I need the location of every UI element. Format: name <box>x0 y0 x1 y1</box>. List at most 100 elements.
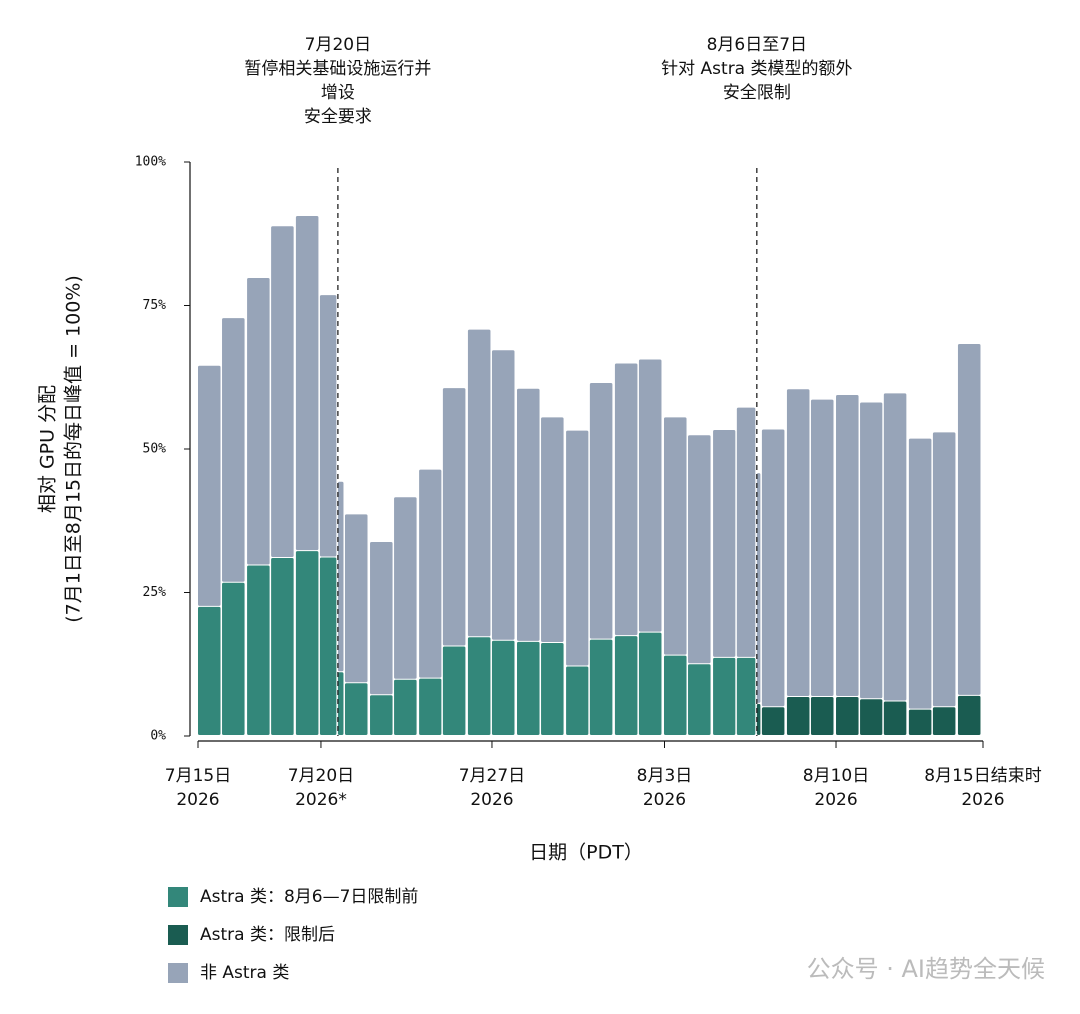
x-tick-label: 8月15日结束时 <box>924 766 1041 786</box>
bar-segment <box>442 646 466 735</box>
bar-segment <box>883 701 907 735</box>
annotation-text: 针对 Astra 类模型的额外 <box>661 59 852 79</box>
x-tick-label: 2026 <box>643 790 686 810</box>
bar-segment <box>786 696 810 735</box>
bar-segment <box>344 514 368 683</box>
x-tick-label: 8月3日 <box>637 766 693 786</box>
annotation-text: 7月20日 <box>305 35 371 55</box>
x-tick-label: 2026 <box>176 790 219 810</box>
bar-segment <box>638 632 662 735</box>
bar-segment <box>761 429 785 707</box>
bar-segment <box>932 432 956 707</box>
legend-swatch <box>168 925 188 945</box>
bar-segment <box>319 295 337 557</box>
y-axis-label: 相对 GPU 分配 <box>37 385 59 513</box>
y-tick-label: 75% <box>143 298 167 313</box>
bar-segment <box>370 695 393 735</box>
bar-segment <box>566 666 589 735</box>
bar-segment <box>883 393 907 701</box>
bar-segment <box>198 606 221 735</box>
bar-segment <box>836 696 859 735</box>
annotation-text: 安全限制 <box>723 83 791 103</box>
bar-segment <box>517 388 540 641</box>
bar-segment <box>442 388 466 646</box>
bar-segment <box>491 640 515 735</box>
bar-segment <box>337 672 344 735</box>
annotation-text: 8月6日至7日 <box>707 35 807 55</box>
bar-segment <box>908 709 932 735</box>
bar-segment <box>467 329 491 637</box>
bar-segment <box>337 481 344 672</box>
bar-segment <box>198 365 221 606</box>
bar-segment <box>810 696 834 735</box>
bar-segment <box>663 655 687 735</box>
bar-segment <box>614 363 638 636</box>
bar-segment <box>295 551 319 735</box>
bar-segment <box>370 541 393 695</box>
bar-segment <box>222 318 245 582</box>
bar-segment <box>517 641 540 735</box>
bar-segment <box>786 389 810 696</box>
bar-segment <box>295 215 319 551</box>
x-tick-label: 7月15日 <box>165 766 231 786</box>
y-tick-label: 0% <box>150 729 166 744</box>
x-tick-label: 8月10日 <box>803 766 869 786</box>
annotation-text: 安全要求 <box>304 107 372 127</box>
x-tick-label: 2026* <box>295 790 347 810</box>
bar-segment <box>908 438 932 709</box>
legend-swatch <box>168 887 188 907</box>
bar-segment <box>541 417 564 643</box>
bar-segment <box>688 435 711 664</box>
x-tick-label: 2026 <box>961 790 1004 810</box>
bar-segment <box>467 637 491 735</box>
y-axis-label: (7月1日至8月15日的每日峰值 = 100%) <box>63 275 85 623</box>
bar-segment <box>663 417 687 655</box>
bar-segment <box>957 343 981 695</box>
bar-segment <box>541 643 564 735</box>
annotation-text: 暂停相关基础设施运行并 <box>244 59 431 79</box>
bar-segment <box>756 473 761 703</box>
x-tick-label: 7月27日 <box>459 766 525 786</box>
bar-segment <box>614 636 638 735</box>
bar-segment <box>836 395 859 696</box>
bar-segment <box>394 679 417 735</box>
bar-segment <box>638 359 662 632</box>
bar-segment <box>810 399 834 696</box>
y-tick-label: 25% <box>143 585 167 600</box>
annotation-text: 增设 <box>321 83 355 103</box>
bar-segment <box>566 430 589 666</box>
bar-segment <box>957 695 981 735</box>
bar-segment <box>932 707 956 735</box>
bar-segment <box>394 497 417 679</box>
legend-label: 非 Astra 类 <box>200 963 289 983</box>
bar-segment <box>756 703 761 735</box>
bar-segment <box>860 699 883 735</box>
bar-segment <box>713 657 736 735</box>
bar-segment <box>713 430 736 657</box>
bar-segment <box>271 226 294 558</box>
x-axis-label: 日期（PDT） <box>529 842 643 864</box>
bar-segment <box>736 657 756 735</box>
bar-segment <box>736 407 756 657</box>
y-tick-label: 100% <box>135 155 166 170</box>
bar-segment <box>247 277 270 565</box>
watermark: 公众号 · AI趋势全天候 <box>807 955 1045 983</box>
bar-segment <box>419 469 442 678</box>
y-tick-label: 50% <box>143 442 167 457</box>
bar-segment <box>319 557 337 735</box>
x-tick-label: 2026 <box>470 790 513 810</box>
legend-label: Astra 类：8月6—7日限制前 <box>200 887 418 907</box>
bar-segment <box>688 664 711 735</box>
x-tick-label: 7月20日 <box>288 766 354 786</box>
legend-swatch <box>168 963 188 983</box>
bar-segment <box>222 582 245 735</box>
bar-segment <box>589 639 613 735</box>
bar-segment <box>589 382 613 639</box>
bar-segment <box>344 683 368 735</box>
bar-segment <box>491 350 515 640</box>
bar-segment <box>419 678 442 735</box>
legend-label: Astra 类：限制后 <box>200 925 335 945</box>
x-tick-label: 2026 <box>814 790 857 810</box>
